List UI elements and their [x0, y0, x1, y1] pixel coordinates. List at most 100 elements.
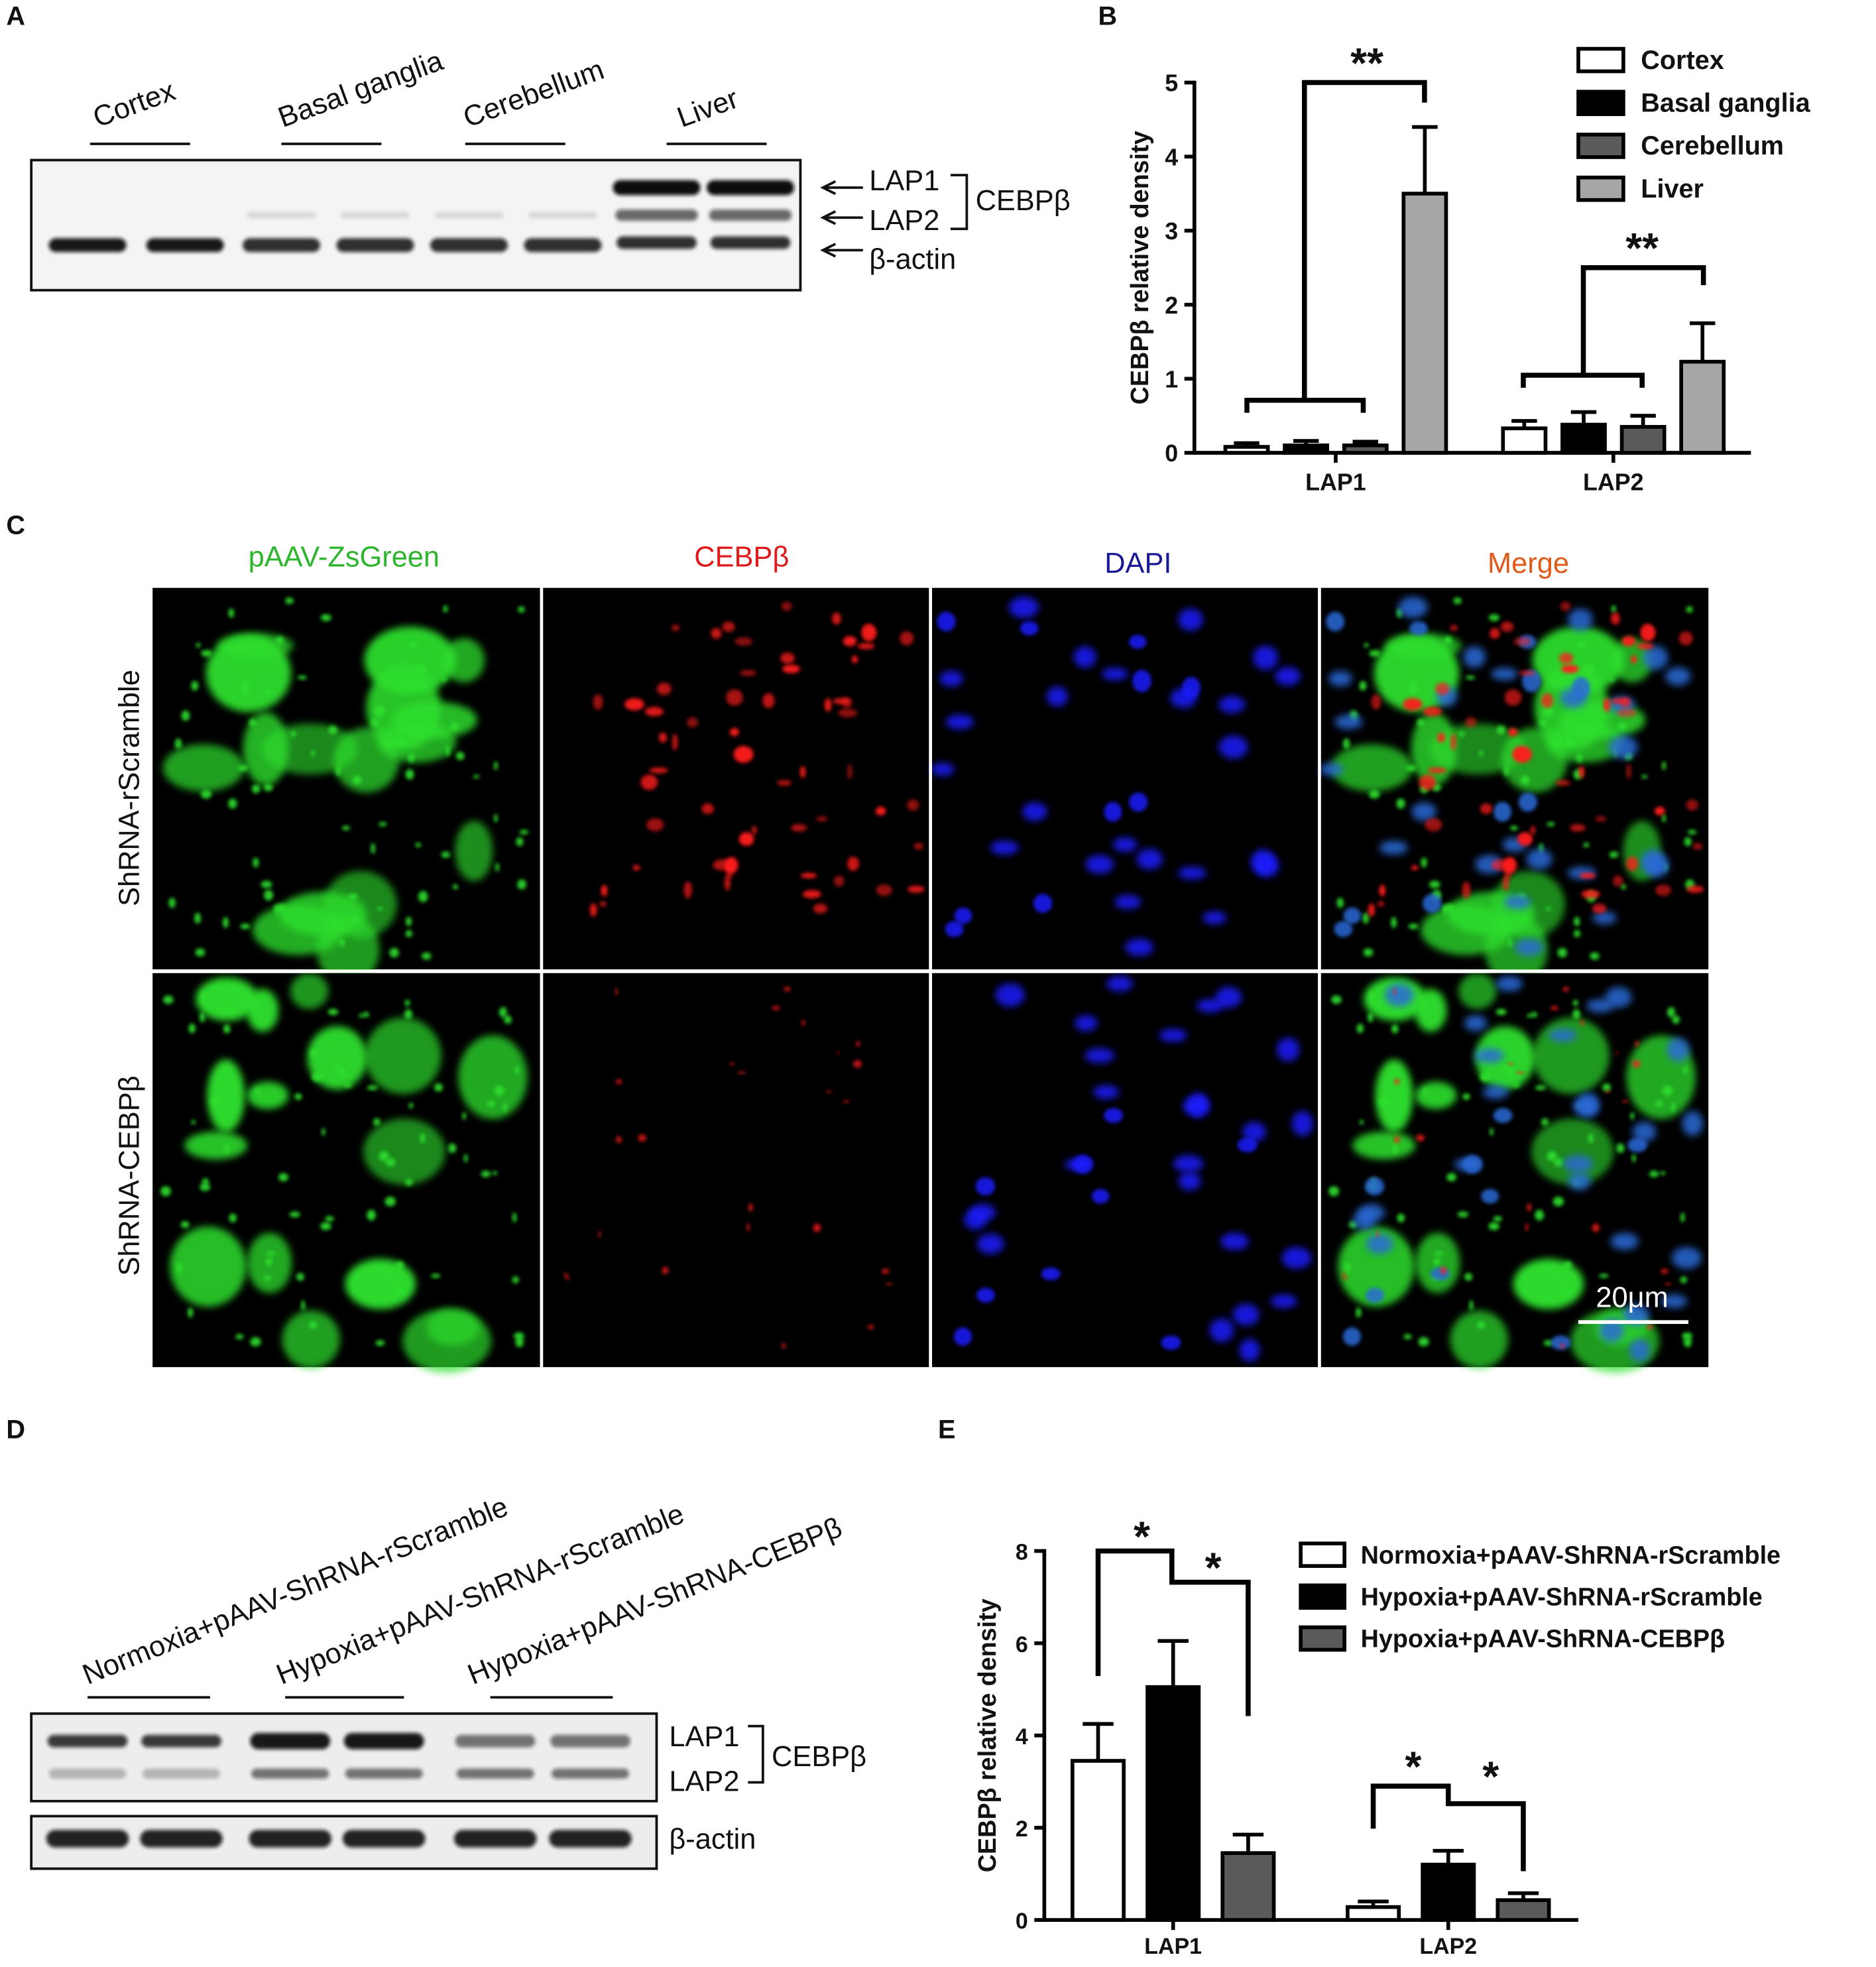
cell	[1680, 1213, 1685, 1222]
cell	[1491, 668, 1518, 681]
cell	[1577, 642, 1586, 648]
cell	[1091, 1189, 1110, 1204]
cell	[1196, 998, 1224, 1013]
cell	[1344, 1277, 1348, 1280]
cell	[683, 881, 692, 899]
band	[345, 1768, 423, 1779]
cell	[341, 825, 350, 831]
band	[528, 211, 597, 219]
cell	[937, 611, 956, 632]
cell	[1558, 652, 1574, 664]
cell	[1364, 1177, 1385, 1196]
cell	[1526, 849, 1553, 870]
cell	[201, 650, 212, 657]
cell	[434, 1083, 443, 1092]
cell	[1590, 952, 1600, 960]
cell	[191, 681, 199, 691]
cell	[1362, 912, 1370, 924]
legend-label: Hypoxia+pAAV-ShRNA-CEBPβ	[1361, 1625, 1725, 1653]
cell	[616, 1136, 622, 1144]
cell	[658, 733, 668, 743]
bar-chart: 0 2 4 6 8 CEBPβ relative density LAP1 LAP2 Normo…	[973, 1540, 1781, 1959]
cell	[1683, 1066, 1688, 1074]
cell	[1375, 1059, 1413, 1132]
cell	[876, 884, 892, 896]
cell	[455, 751, 465, 760]
cell	[1542, 705, 1554, 717]
cell	[1046, 686, 1068, 707]
cell	[1462, 881, 1471, 899]
cell	[374, 705, 385, 717]
cell	[672, 625, 679, 631]
cell	[1606, 1090, 1610, 1093]
cell	[395, 1261, 404, 1270]
cell	[1101, 668, 1128, 681]
cell	[1578, 766, 1584, 778]
cell	[724, 876, 731, 891]
cell	[222, 917, 229, 928]
band	[143, 1768, 221, 1779]
cell	[1671, 1102, 1676, 1112]
cell	[1508, 728, 1518, 737]
cell	[1469, 1300, 1474, 1311]
cell	[1423, 707, 1442, 717]
band	[524, 238, 602, 253]
cell	[1599, 1318, 1624, 1342]
cell	[656, 682, 672, 695]
legend-swatch	[1299, 1625, 1346, 1652]
cell	[813, 1223, 821, 1232]
cell	[237, 765, 249, 772]
protein-label: CEBPβ	[976, 185, 1071, 217]
cell	[1504, 689, 1522, 706]
band-label: LAP2	[669, 1766, 739, 1798]
cell	[1328, 670, 1352, 687]
cell	[1562, 986, 1570, 992]
cell	[862, 624, 877, 642]
cell	[170, 1226, 247, 1307]
y-tick-label: 2	[1165, 292, 1178, 319]
cell	[1560, 1343, 1564, 1348]
cell	[847, 764, 852, 780]
cell	[1421, 857, 1427, 868]
cell	[616, 1079, 622, 1085]
cell	[420, 1133, 426, 1144]
cell	[1427, 767, 1446, 774]
band	[549, 1830, 632, 1848]
cell	[405, 1179, 413, 1186]
cell	[518, 606, 525, 613]
significance-bracket	[1521, 265, 1706, 388]
cell	[672, 733, 678, 751]
cell	[1527, 1203, 1532, 1212]
cell	[519, 829, 529, 835]
cell	[1369, 990, 1375, 1002]
y-tick-label: 2	[1016, 1817, 1028, 1842]
cell	[740, 670, 757, 676]
cell	[323, 870, 397, 938]
bar	[1619, 425, 1667, 455]
cell	[1682, 1332, 1692, 1340]
cell	[251, 784, 261, 794]
cell	[162, 995, 174, 1004]
y-tick-label: 4	[1016, 1724, 1028, 1750]
band	[243, 238, 320, 253]
cell	[1457, 1211, 1469, 1218]
cell	[307, 1026, 367, 1090]
cell	[335, 765, 341, 776]
cell	[512, 1276, 519, 1283]
band	[251, 1768, 329, 1779]
cell	[1368, 1012, 1374, 1023]
cell	[939, 670, 963, 687]
cell	[1415, 1081, 1457, 1109]
cell	[1444, 904, 1454, 913]
cell	[738, 832, 754, 846]
legend-swatch	[1576, 175, 1625, 202]
cell	[448, 1143, 457, 1154]
cell	[264, 890, 274, 901]
cell	[1417, 719, 1425, 727]
cell	[1496, 725, 1506, 735]
cell	[494, 1085, 505, 1096]
cell	[363, 1118, 446, 1185]
cell	[1073, 646, 1096, 668]
cell	[320, 614, 331, 621]
cell	[1397, 1213, 1405, 1222]
